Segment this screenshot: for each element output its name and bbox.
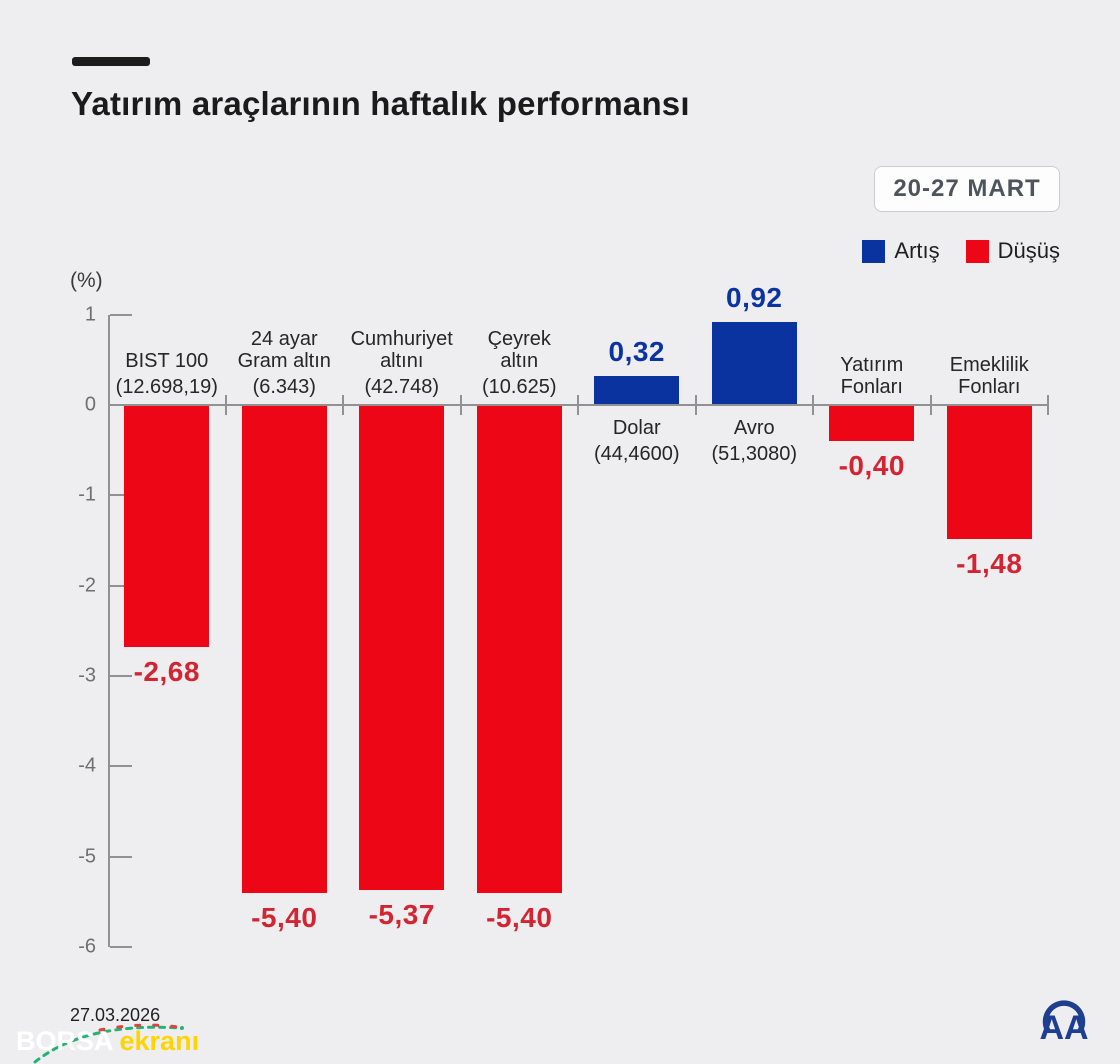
category-label: Avro (51,3080) xyxy=(669,417,839,465)
watermark-candlestick-icon xyxy=(33,1023,184,1064)
category-label-line: altını xyxy=(380,350,424,372)
y-axis-tick xyxy=(110,945,132,948)
value-label: -1,48 xyxy=(956,547,1023,579)
category-label: Yatırım Fonları xyxy=(787,354,957,398)
legend-swatch-icon xyxy=(965,239,989,263)
value-label: -0,40 xyxy=(838,450,905,482)
watermark-part2: ekranı xyxy=(119,1026,200,1056)
bar-24-ayar-gram-alt-n xyxy=(241,406,327,893)
y-axis-tick xyxy=(110,494,132,497)
y-axis-tick-label: 1 xyxy=(84,303,96,326)
category-label-line: Fonları xyxy=(840,376,903,398)
category-label-line: Cumhuriyet xyxy=(350,328,453,350)
category-label-line: Çeyrek xyxy=(487,328,551,350)
category-label-line: Emeklilik xyxy=(949,354,1029,376)
y-axis-tick-label: -3 xyxy=(78,664,96,687)
bar-bist-100 xyxy=(124,406,210,647)
category-label: Dolar (44,4600) xyxy=(552,417,722,465)
legend-swatch-icon xyxy=(862,239,886,263)
value-label: -5,40 xyxy=(486,901,553,933)
legend-label: Düşüş xyxy=(997,238,1060,263)
x-axis-category-tick xyxy=(342,395,344,415)
category-label-line: (6.343) xyxy=(252,376,316,398)
bar-dolar xyxy=(594,376,680,404)
y-axis-tick-label: -1 xyxy=(78,483,96,506)
date-range-label: 20-27 MART xyxy=(893,175,1041,202)
x-axis-category-tick xyxy=(1047,395,1049,415)
x-axis-category-tick xyxy=(224,395,227,415)
bar-cumhuriyet-alt-n- xyxy=(359,406,445,890)
y-axis-tick-label: -6 xyxy=(78,935,96,958)
title-dash xyxy=(72,57,150,66)
watermark-borsa-ekrani: BORSA ekranı xyxy=(16,1026,199,1057)
value-label: -2,68 xyxy=(133,656,200,687)
y-axis-tick-label: 0 xyxy=(84,393,96,416)
category-label-line: Fonları xyxy=(958,376,1021,398)
y-axis-line xyxy=(108,314,110,947)
category-label: Emeklilik Fonları xyxy=(904,354,1074,398)
anadolu-agency-logo: AA xyxy=(1039,1000,1089,1047)
category-label-line: (44,4600) xyxy=(593,443,680,465)
category-label-line: (42.748) xyxy=(364,376,440,398)
value-label: -5,37 xyxy=(368,898,435,930)
y-axis-unit-label: (%) xyxy=(70,269,103,292)
date-range-badge: 20-27 MART xyxy=(874,166,1060,212)
svg-text:AA: AA xyxy=(1039,1009,1088,1047)
category-label-line: (51,3080) xyxy=(711,443,798,465)
bar--eyrek-alt-n xyxy=(476,406,562,893)
category-label: 24 ayar Gram altın (6.343) xyxy=(199,328,369,398)
category-label: BIST 100 (12.698,19) xyxy=(82,350,252,398)
bar-yat-r-m-fonlar- xyxy=(829,406,915,442)
category-label-line: Gram altın xyxy=(237,350,331,372)
category-label-line: Avro xyxy=(733,417,775,439)
y-axis-tick-label: -4 xyxy=(78,754,96,777)
category-label: Çeyrek altın (10.625) xyxy=(434,328,604,398)
y-axis-tick-label: -5 xyxy=(78,845,96,867)
category-label-line: altın xyxy=(500,350,539,372)
x-axis-category-tick xyxy=(577,395,579,415)
x-axis-baseline xyxy=(108,404,1048,406)
y-axis-tick xyxy=(110,313,132,316)
x-axis-category-tick xyxy=(929,395,932,415)
watermark-part1: BORSA xyxy=(16,1026,114,1056)
x-axis-category-tick xyxy=(812,395,814,415)
page-title: Yatırım araçlarının haftalık performansı xyxy=(71,85,690,122)
category-label-line: (12.698,19) xyxy=(115,376,218,398)
category-label-line: Dolar xyxy=(612,417,661,439)
x-axis-category-tick xyxy=(694,395,697,415)
legend-label: Artış xyxy=(894,238,940,263)
y-axis-tick xyxy=(110,855,132,858)
bar-emeklilik-fonlar- xyxy=(946,406,1032,539)
bar-avro xyxy=(711,321,797,404)
value-label: 0,32 xyxy=(608,336,665,368)
value-label: 0,92 xyxy=(726,281,783,313)
y-axis-tick-label: -2 xyxy=(78,574,96,597)
y-axis-tick xyxy=(110,765,132,768)
legend-item-artis: Artış xyxy=(862,238,940,264)
legend: Artış Düşüş xyxy=(862,238,1060,264)
category-label-line: BIST 100 xyxy=(125,350,209,372)
category-label-line: (10.625) xyxy=(482,376,557,398)
y-axis-tick xyxy=(110,584,132,587)
value-label: -5,40 xyxy=(251,901,318,933)
x-axis-category-tick xyxy=(459,395,462,415)
category-label: Cumhuriyet altını (42.748) xyxy=(317,328,487,398)
y-axis-tick xyxy=(110,674,132,677)
footer-date: 27.03.2026 xyxy=(70,1005,161,1025)
category-label-line: 24 ayar xyxy=(250,328,318,350)
category-label-line: Yatırım xyxy=(840,354,904,376)
legend-item-dusus: Düşüş xyxy=(965,238,1060,264)
